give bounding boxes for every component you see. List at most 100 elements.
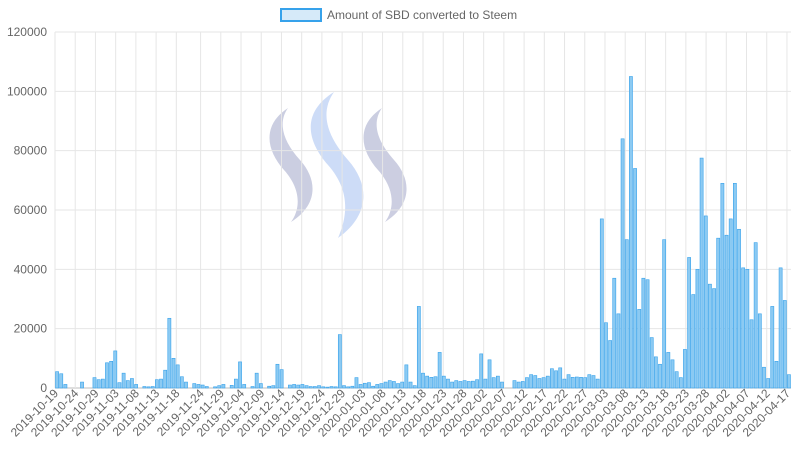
- bar[interactable]: [666, 352, 671, 389]
- bar[interactable]: [121, 372, 126, 389]
- bar[interactable]: [142, 386, 147, 389]
- bar[interactable]: [737, 228, 741, 389]
- bar[interactable]: [271, 385, 276, 389]
- bar[interactable]: [254, 372, 259, 389]
- bar[interactable]: [458, 381, 463, 389]
- bar[interactable]: [196, 384, 201, 389]
- bar[interactable]: [525, 377, 529, 389]
- bar[interactable]: [279, 369, 284, 389]
- bar[interactable]: [337, 334, 342, 389]
- legend[interactable]: Amount of SBD converted to Steem: [280, 8, 517, 22]
- bar[interactable]: [612, 277, 617, 389]
- bar[interactable]: [408, 381, 413, 389]
- bar[interactable]: [562, 378, 567, 389]
- bar[interactable]: [204, 386, 209, 389]
- bar[interactable]: [125, 380, 130, 389]
- bar[interactable]: [541, 377, 546, 389]
- bar[interactable]: [304, 385, 309, 389]
- bar[interactable]: [520, 381, 525, 389]
- bar[interactable]: [512, 380, 517, 389]
- bar[interactable]: [117, 382, 122, 389]
- legend-label[interactable]: Amount of SBD converted to Steem: [327, 8, 517, 22]
- bar[interactable]: [425, 375, 430, 389]
- bar[interactable]: [367, 382, 371, 389]
- bar[interactable]: [63, 384, 68, 389]
- bar[interactable]: [96, 379, 101, 389]
- bar[interactable]: [691, 294, 696, 389]
- bar[interactable]: [350, 385, 355, 389]
- bar[interactable]: [416, 306, 421, 389]
- bar[interactable]: [192, 383, 197, 389]
- bar[interactable]: [325, 386, 330, 389]
- bar[interactable]: [392, 381, 396, 389]
- bar[interactable]: [533, 375, 538, 389]
- bar[interactable]: [579, 377, 583, 389]
- bar[interactable]: [308, 386, 313, 389]
- bar[interactable]: [234, 378, 238, 389]
- bar[interactable]: [466, 381, 471, 389]
- bar[interactable]: [641, 277, 646, 389]
- bar[interactable]: [404, 364, 409, 389]
- bar[interactable]: [683, 349, 687, 389]
- bar[interactable]: [288, 384, 292, 389]
- bar[interactable]: [441, 375, 446, 389]
- bar[interactable]: [296, 384, 301, 389]
- bar[interactable]: [55, 371, 59, 389]
- bar[interactable]: [421, 372, 425, 389]
- bar[interactable]: [637, 309, 642, 389]
- bar[interactable]: [620, 138, 625, 389]
- bar[interactable]: [179, 376, 184, 389]
- legend-swatch[interactable]: [280, 8, 322, 22]
- bar[interactable]: [624, 239, 629, 389]
- bar[interactable]: [670, 359, 675, 389]
- bar[interactable]: [558, 367, 563, 389]
- bar[interactable]: [155, 379, 159, 389]
- bar[interactable]: [633, 168, 637, 389]
- bar[interactable]: [387, 380, 392, 389]
- bar[interactable]: [741, 267, 746, 389]
- bar[interactable]: [333, 386, 338, 389]
- bar[interactable]: [475, 379, 479, 389]
- bar[interactable]: [92, 377, 97, 389]
- bar[interactable]: [728, 218, 733, 389]
- bar[interactable]: [130, 378, 134, 389]
- bar[interactable]: [346, 386, 351, 389]
- bar[interactable]: [749, 319, 754, 389]
- bar[interactable]: [762, 366, 766, 389]
- bar[interactable]: [238, 361, 242, 389]
- bar[interactable]: [720, 183, 725, 389]
- bar[interactable]: [695, 269, 700, 389]
- bar[interactable]: [375, 384, 380, 389]
- bar[interactable]: [716, 237, 721, 389]
- bar[interactable]: [649, 337, 654, 389]
- bar[interactable]: [608, 340, 612, 389]
- bar[interactable]: [604, 322, 608, 389]
- bar[interactable]: [545, 375, 550, 389]
- bar[interactable]: [229, 385, 234, 389]
- bar[interactable]: [479, 353, 484, 389]
- bar[interactable]: [770, 306, 775, 389]
- bar[interactable]: [574, 376, 579, 389]
- bar[interactable]: [396, 383, 400, 389]
- bar[interactable]: [383, 381, 388, 389]
- bar[interactable]: [217, 385, 222, 389]
- bar[interactable]: [429, 377, 434, 389]
- bar[interactable]: [200, 384, 205, 389]
- bar[interactable]: [433, 376, 438, 389]
- bar[interactable]: [321, 386, 326, 389]
- bar[interactable]: [59, 373, 64, 389]
- bar[interactable]: [487, 359, 492, 389]
- bar[interactable]: [454, 380, 459, 389]
- bar[interactable]: [163, 369, 168, 389]
- bar[interactable]: [354, 377, 359, 389]
- bar[interactable]: [292, 384, 296, 389]
- bar[interactable]: [712, 288, 716, 389]
- bar[interactable]: [554, 370, 558, 389]
- bar[interactable]: [134, 384, 138, 389]
- bar[interactable]: [313, 386, 317, 389]
- bar[interactable]: [537, 378, 542, 389]
- bar[interactable]: [495, 375, 500, 389]
- bar[interactable]: [450, 381, 454, 389]
- bar[interactable]: [109, 360, 114, 389]
- bar[interactable]: [213, 386, 217, 389]
